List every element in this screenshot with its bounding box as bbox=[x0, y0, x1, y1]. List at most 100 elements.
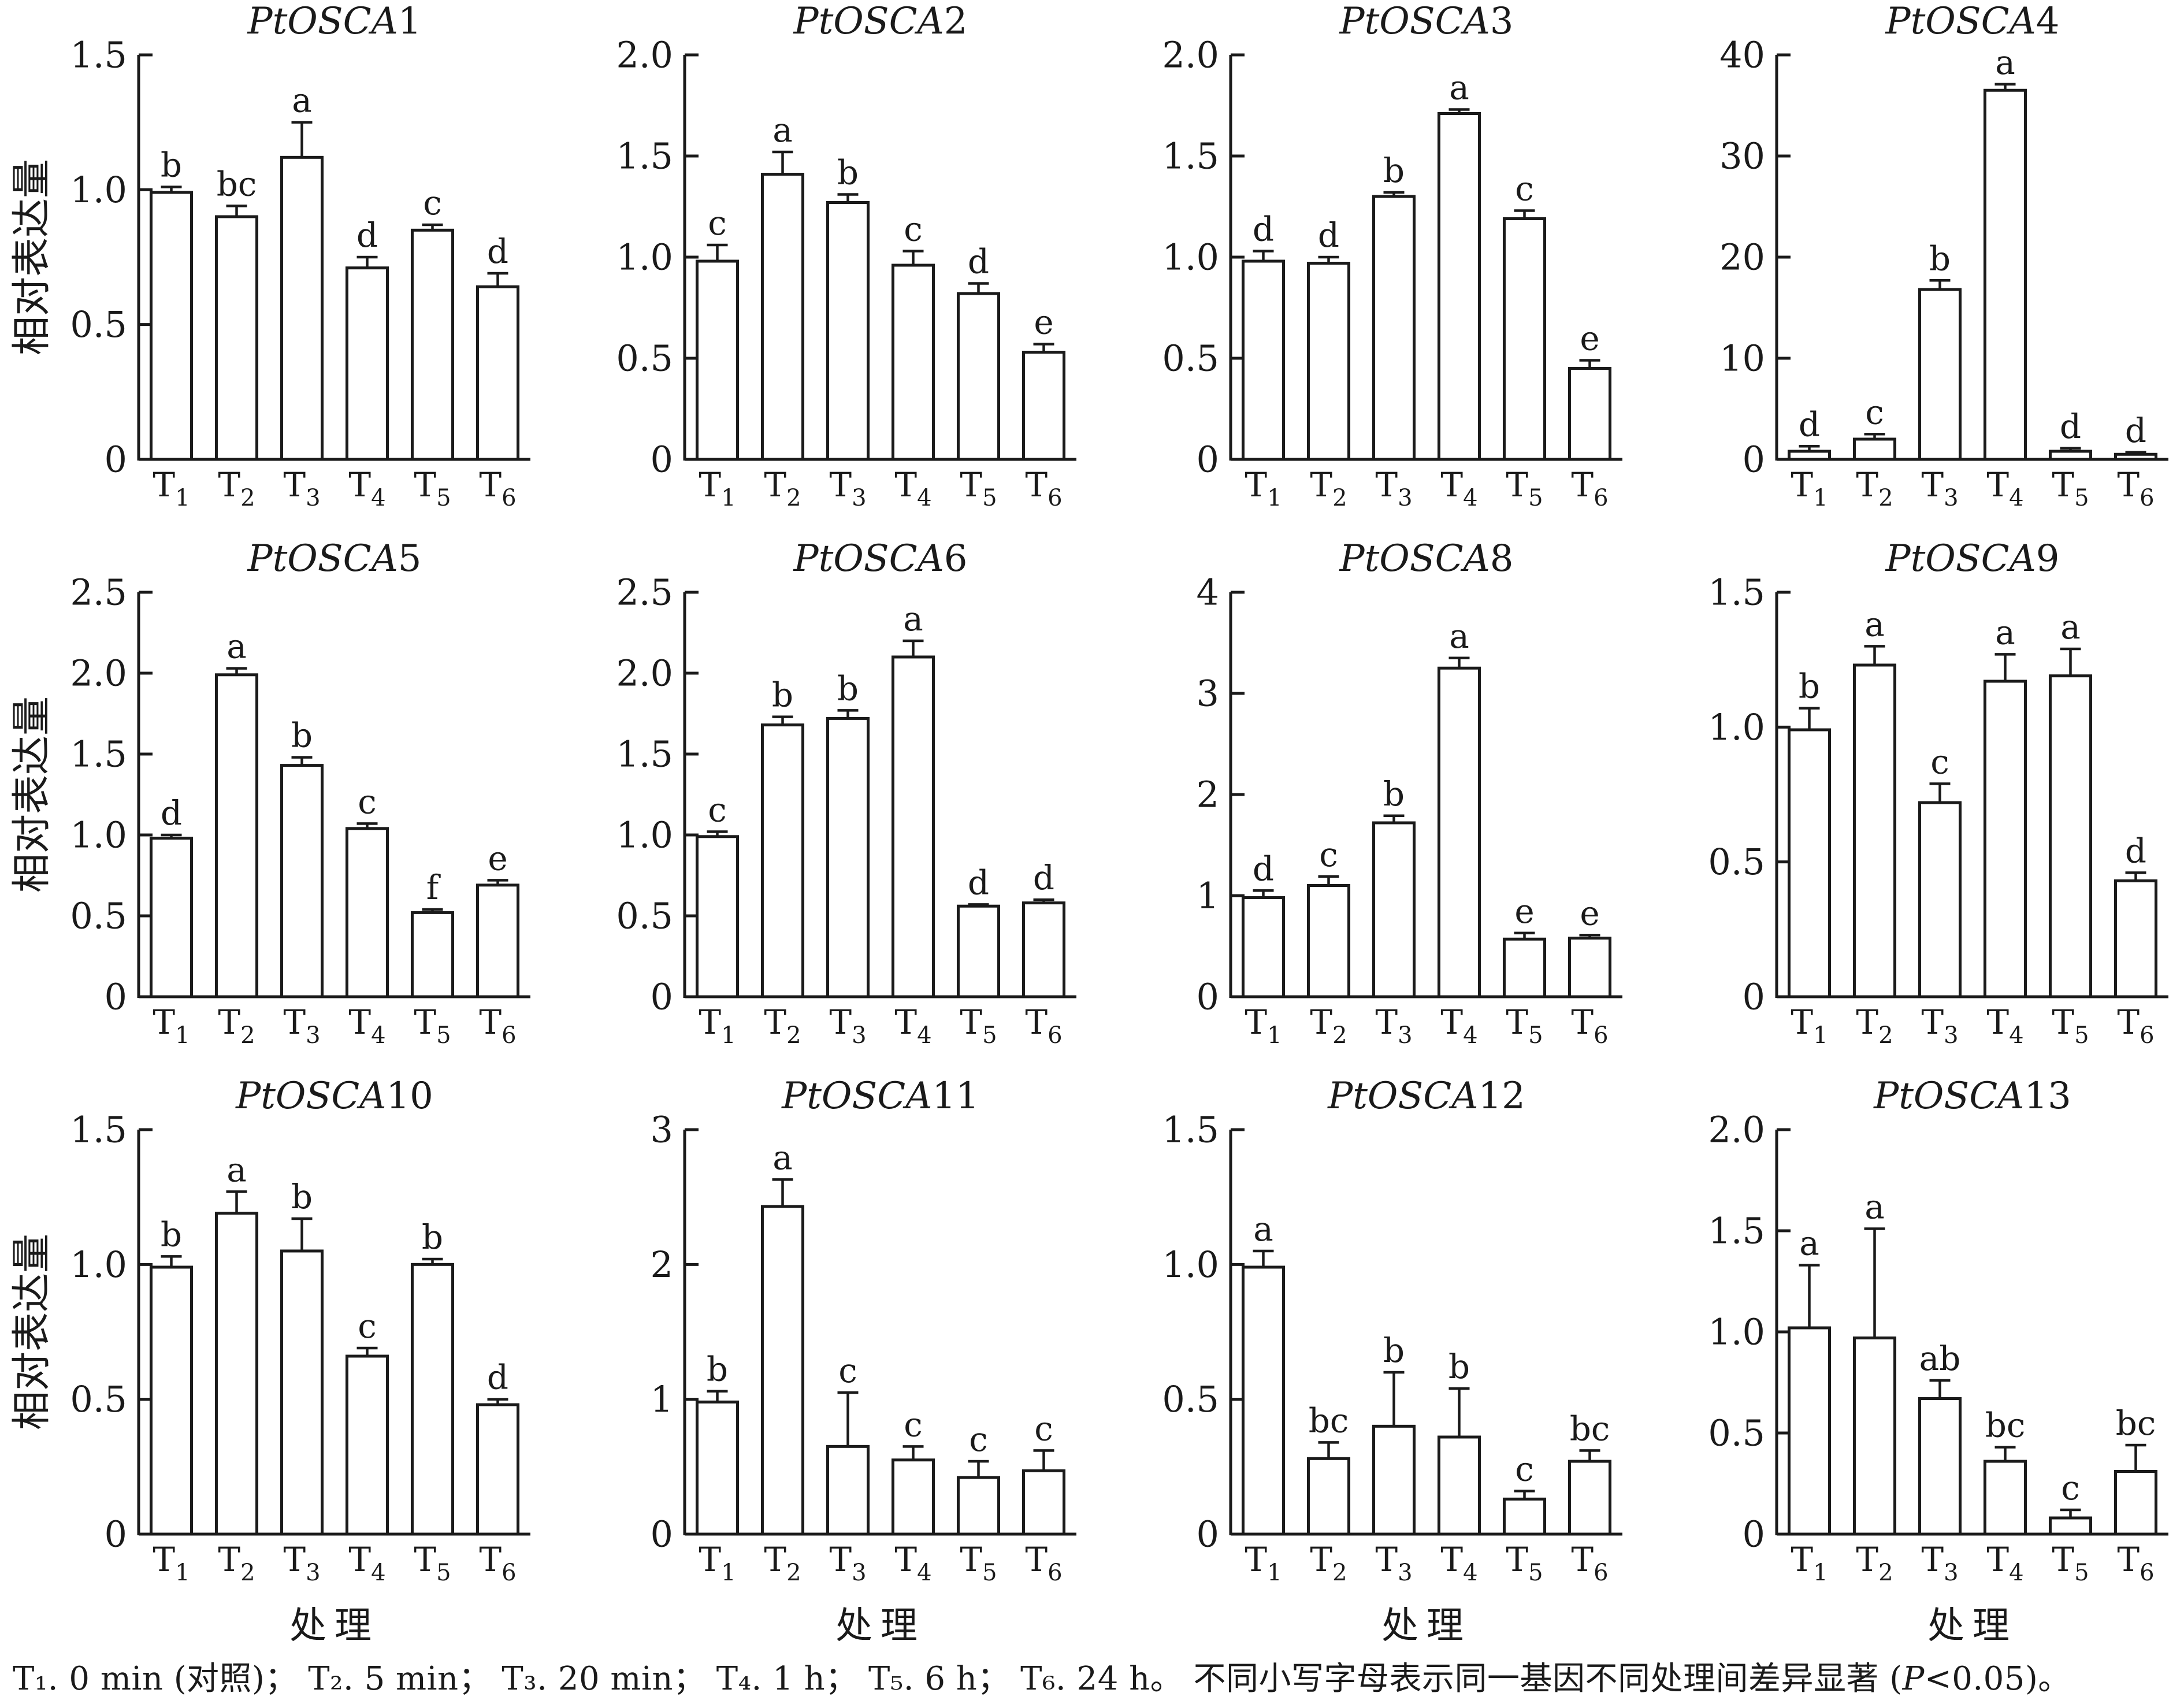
significance-letter: b bbox=[1799, 667, 1820, 706]
chart-title: PtOSCA5 bbox=[247, 537, 422, 580]
significance-letter: d bbox=[161, 793, 182, 833]
caption-note: 不同小写字母表示同一基因不同处理间差异显著 ( bbox=[1183, 1660, 1903, 1698]
bar-T6 bbox=[1568, 1460, 1612, 1536]
bar-T6 bbox=[476, 1403, 520, 1536]
x-tick-label: T2 bbox=[764, 1003, 801, 1049]
y-tick-label: 0 bbox=[105, 976, 127, 1018]
significance-letter: b bbox=[161, 1215, 182, 1254]
bar-T1 bbox=[149, 1265, 194, 1536]
bar-T4 bbox=[1983, 1460, 2027, 1536]
bar-T5 bbox=[956, 904, 1001, 998]
x-tick-label: T6 bbox=[2117, 465, 2154, 511]
significance-letter: d bbox=[487, 232, 508, 271]
y-tick-label: 2.0 bbox=[616, 34, 673, 76]
x-tick-label: T6 bbox=[1571, 1003, 1608, 1049]
significance-letter: b bbox=[1383, 774, 1405, 814]
x-tick-label: T6 bbox=[1025, 1540, 1062, 1586]
x-tick-label: T6 bbox=[2117, 1003, 2154, 1049]
x-tick-label: T1 bbox=[699, 1003, 736, 1049]
y-tick-label: 1.0 bbox=[70, 169, 127, 211]
bar-T3 bbox=[826, 201, 870, 461]
y-tick-label: 0.5 bbox=[1708, 841, 1765, 883]
chart-title: PtOSCA13 bbox=[1873, 1075, 2071, 1118]
bar-T1 bbox=[1241, 1265, 1286, 1536]
bar-T4 bbox=[345, 1354, 389, 1536]
y-tick-label: 1.0 bbox=[616, 814, 673, 856]
bar-T3 bbox=[1918, 288, 1962, 461]
bar-T2 bbox=[1306, 262, 1351, 461]
significance-letter: b bbox=[837, 669, 859, 708]
significance-letter: c bbox=[708, 790, 726, 829]
x-tick-label: T3 bbox=[283, 465, 320, 511]
significance-letter: d bbox=[356, 216, 378, 255]
x-tick-label: T3 bbox=[829, 1540, 866, 1586]
y-tick-label: 1.5 bbox=[1708, 571, 1765, 614]
chart-svg-PtOSCA11: PtOSCA11 0 1 2 3 b T1 a T2 c T3 c T4 c T5 c T6 处理 bbox=[651, 1075, 1076, 1647]
y-tick-label: 0 bbox=[1197, 439, 1219, 481]
bar-T3 bbox=[1372, 821, 1416, 998]
subplot-PtOSCA10: PtOSCA10 0 0.5 1.0 1.5 b T1 a T2 b T3 c T4 b T5 d T6 相对表达… bbox=[0, 1075, 546, 1647]
x-tick-label: T3 bbox=[283, 1540, 320, 1586]
bar-T5 bbox=[410, 228, 455, 461]
bar-T2 bbox=[760, 723, 805, 998]
y-axis-title: 相对表达量 bbox=[9, 1234, 55, 1430]
y-tick-label: 0 bbox=[1743, 1513, 1765, 1555]
bar-T1 bbox=[149, 191, 194, 461]
bar-T6 bbox=[1022, 351, 1066, 461]
bar-T1 bbox=[695, 1400, 740, 1536]
subplot-PtOSCA13: PtOSCA13 0 0.5 1.0 1.5 2.0 a T1 a T2 ab T3 bc T4 c T5 bc… bbox=[1638, 1075, 2184, 1647]
y-tick-label: 1.0 bbox=[616, 236, 673, 279]
x-axis-title: 处理 bbox=[1381, 1605, 1472, 1647]
y-tick-label: 0 bbox=[1197, 1513, 1219, 1555]
y-tick-label: 0.5 bbox=[1162, 1378, 1219, 1420]
bar-T3 bbox=[826, 1445, 870, 1536]
bar-T3 bbox=[280, 155, 324, 461]
significance-letter: c bbox=[1930, 742, 1949, 781]
significance-letter: d bbox=[1253, 210, 1274, 249]
x-tick-label: T3 bbox=[829, 465, 866, 511]
y-tick-label: 0.5 bbox=[616, 895, 673, 937]
x-axis-title: 处理 bbox=[835, 1605, 926, 1647]
x-tick-label: T6 bbox=[479, 465, 516, 511]
charts-grid: PtOSCA1 0 0.5 1.0 1.5 b T1 bc T2 a T3 d T4 c T5 d T6 相对表达… bbox=[0, 0, 2184, 1647]
x-tick-label: T3 bbox=[1921, 1540, 1958, 1586]
bar-T1 bbox=[695, 835, 740, 998]
significance-letter: b bbox=[422, 1217, 443, 1257]
x-tick-label: T2 bbox=[1310, 1540, 1347, 1586]
y-tick-label: 3 bbox=[651, 1109, 673, 1151]
bar-T5 bbox=[1502, 217, 1547, 461]
chart-svg-PtOSCA13: PtOSCA13 0 0.5 1.0 1.5 2.0 a T1 a T2 ab T3 bc T4 c T5 bc… bbox=[1708, 1075, 2168, 1647]
significance-letter: b bbox=[161, 146, 182, 185]
subplot-PtOSCA3: PtOSCA3 0 0.5 1.0 1.5 2.0 d T1 d T2 b T3 a T4 c T5 e T6 bbox=[1092, 0, 1638, 537]
bar-T5 bbox=[410, 1263, 455, 1536]
y-tick-label: 0.5 bbox=[1162, 337, 1219, 380]
bar-T5 bbox=[956, 1476, 1001, 1536]
bar-T3 bbox=[280, 1249, 324, 1536]
significance-letter: b bbox=[291, 1177, 313, 1216]
x-tick-label: T5 bbox=[960, 1540, 997, 1586]
significance-letter: a bbox=[226, 1150, 247, 1189]
chart-title: PtOSCA9 bbox=[1885, 537, 2060, 580]
bar-T2 bbox=[760, 1205, 805, 1536]
bar-T2 bbox=[1306, 1457, 1351, 1536]
bar-T6 bbox=[1568, 937, 1612, 998]
bar-T1 bbox=[1241, 896, 1286, 998]
bar-T1 bbox=[1787, 450, 1832, 461]
x-tick-label: T2 bbox=[218, 465, 255, 511]
x-tick-label: T2 bbox=[1310, 1003, 1347, 1049]
x-tick-label: T5 bbox=[1506, 465, 1543, 511]
bar-T6 bbox=[476, 883, 520, 998]
chart-svg-PtOSCA3: PtOSCA3 0 0.5 1.0 1.5 2.0 d T1 d T2 b T3 a T4 c T5 e T6 bbox=[1162, 0, 1622, 511]
significance-letter: bc bbox=[1309, 1401, 1349, 1440]
bar-T1 bbox=[1787, 728, 1832, 998]
y-tick-label: 2.5 bbox=[616, 571, 673, 614]
significance-letter: c bbox=[2061, 1468, 2079, 1508]
x-tick-label: T6 bbox=[1025, 1003, 1062, 1049]
x-tick-label: T6 bbox=[1025, 465, 1062, 511]
x-tick-label: T3 bbox=[1375, 465, 1412, 511]
y-tick-label: 2.0 bbox=[1708, 1109, 1765, 1151]
significance-letter: e bbox=[1034, 303, 1053, 342]
significance-letter: a bbox=[292, 81, 312, 120]
significance-letter: e bbox=[1514, 892, 1534, 931]
chart-svg-PtOSCA1: PtOSCA1 0 0.5 1.0 1.5 b T1 bc T2 a T3 d T4 c T5 d T6 相对表达… bbox=[9, 0, 530, 511]
